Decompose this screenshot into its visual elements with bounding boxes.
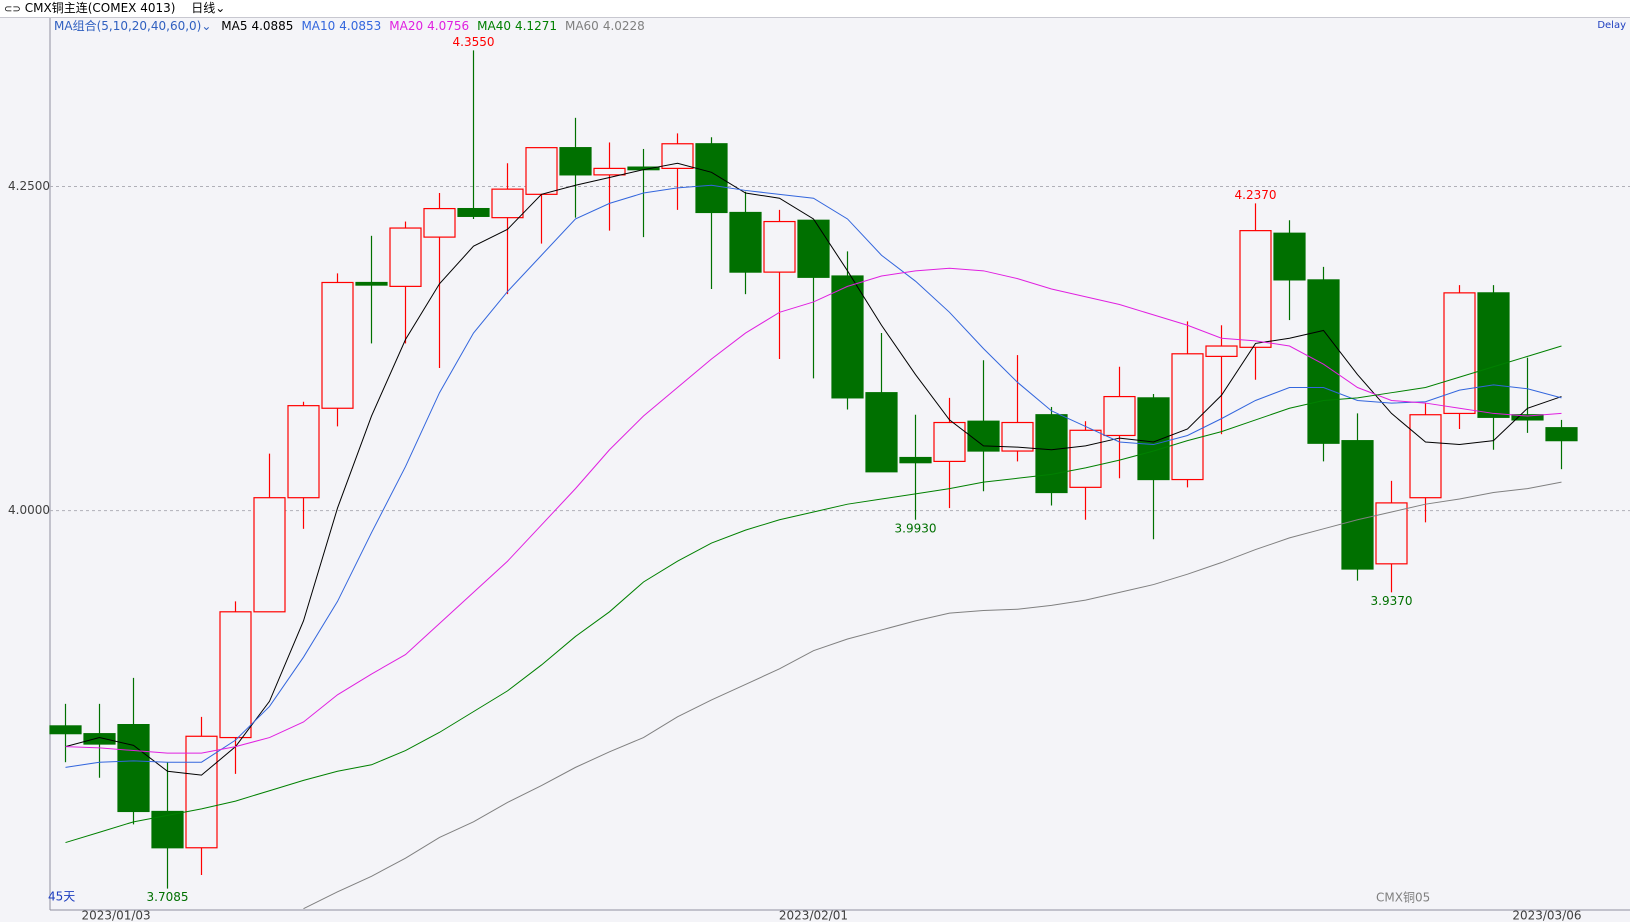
candle-body xyxy=(219,611,252,739)
legend-value: 4.0756 xyxy=(427,19,470,33)
legend-item: MA5 4.0885 xyxy=(221,19,293,33)
legend: MA组合(5,10,20,40,60,0)⌄ MA5 4.0885 MA10 4.08… xyxy=(54,18,653,34)
status-label: Delay xyxy=(1597,20,1626,31)
legend-name: MA40 xyxy=(477,19,511,33)
ma-line xyxy=(65,184,1562,768)
legend-name: MA10 xyxy=(301,19,336,33)
x-tick-label: 2023/01/03 xyxy=(82,909,151,922)
extreme-label: 3.9370 xyxy=(1371,594,1413,608)
contract-label: CMX铜05 xyxy=(1376,890,1430,905)
candle-body xyxy=(899,456,932,464)
candle-body xyxy=(729,211,762,273)
ma-line xyxy=(65,162,1562,776)
legend-name: MA5 xyxy=(221,19,248,33)
candle-body xyxy=(253,497,286,613)
candle-body xyxy=(1205,345,1238,357)
candle-body xyxy=(1103,395,1136,437)
candle-body xyxy=(1477,292,1510,418)
candle-body xyxy=(1307,279,1340,444)
legend-name: MA60 xyxy=(564,19,599,33)
legend-item: MA10 4.0853 xyxy=(301,19,381,33)
candle-body xyxy=(83,733,116,745)
extreme-label: 3.7085 xyxy=(147,890,189,904)
candle-body xyxy=(49,725,82,735)
candle-body xyxy=(1069,429,1102,488)
candle-body xyxy=(695,143,728,214)
candle-body xyxy=(151,810,184,849)
candle-body xyxy=(1409,414,1442,499)
extreme-label: 3.9930 xyxy=(895,521,937,535)
candle-body xyxy=(321,281,354,409)
link-icon: ⊂⊃ xyxy=(4,4,21,15)
candle-body xyxy=(1511,414,1544,421)
candle-body xyxy=(185,735,218,849)
ma-group-selector[interactable]: MA组合(5,10,20,40,60,0)⌄ xyxy=(54,19,212,33)
x-tick-label: 2023/03/06 xyxy=(1512,909,1581,922)
days-label: 45天 xyxy=(48,890,75,904)
candle-body xyxy=(525,147,558,195)
candle-body xyxy=(1341,440,1374,570)
extreme-label: 4.3550 xyxy=(453,35,495,49)
candle-body xyxy=(797,219,830,278)
period-selector[interactable]: 日线⌄ xyxy=(191,1,226,15)
candle-body xyxy=(1273,232,1306,281)
candle-body xyxy=(763,220,796,273)
candle-body xyxy=(559,147,592,176)
candle-body xyxy=(1239,230,1272,348)
extreme-label: 4.2370 xyxy=(1235,188,1277,202)
candle-body xyxy=(389,227,422,287)
candle-body xyxy=(865,392,898,473)
candle-body xyxy=(831,275,864,399)
ma-line xyxy=(65,345,1562,844)
candle-body xyxy=(933,421,966,463)
candle-body xyxy=(423,207,456,238)
candle-body xyxy=(1171,353,1204,481)
ma-group-label: MA组合(5,10,20,40,60,0) xyxy=(54,19,202,33)
legend-item: MA20 4.0756 xyxy=(389,19,469,33)
y-tick-label: 4.2500 xyxy=(8,179,50,193)
x-tick-label: 2023/02/01 xyxy=(779,909,848,922)
candle-body xyxy=(1443,292,1476,415)
candle-body xyxy=(1545,427,1578,442)
candle-body xyxy=(117,723,150,813)
legend-item: MA60 4.0228 xyxy=(565,19,645,33)
top-bar: ⊂⊃ CMX铜主连(COMEX 4013) 日线⌄ xyxy=(0,0,1630,18)
legend-value: 4.0885 xyxy=(251,19,294,33)
legend-item: MA40 4.1271 xyxy=(477,19,557,33)
legend-value: 4.0228 xyxy=(602,19,645,33)
candle-body xyxy=(1035,414,1068,494)
period-label: 日线 xyxy=(191,1,216,15)
ma-line xyxy=(303,481,1562,910)
legend-value: 4.1271 xyxy=(514,19,557,33)
candle-body xyxy=(1375,502,1408,565)
candle-body xyxy=(491,188,524,219)
legend-value: 4.0853 xyxy=(339,19,382,33)
candle-body xyxy=(1137,397,1170,481)
candle-body xyxy=(287,405,320,499)
candle-body xyxy=(457,207,490,217)
candle-body xyxy=(661,143,694,169)
candle-body xyxy=(593,167,626,176)
instrument-title: CMX铜主连(COMEX 4013) xyxy=(24,1,176,15)
ma-line xyxy=(65,267,1562,754)
y-tick-label: 4.0000 xyxy=(8,503,50,517)
candle-body xyxy=(355,281,388,286)
legend-name: MA20 xyxy=(389,19,424,33)
